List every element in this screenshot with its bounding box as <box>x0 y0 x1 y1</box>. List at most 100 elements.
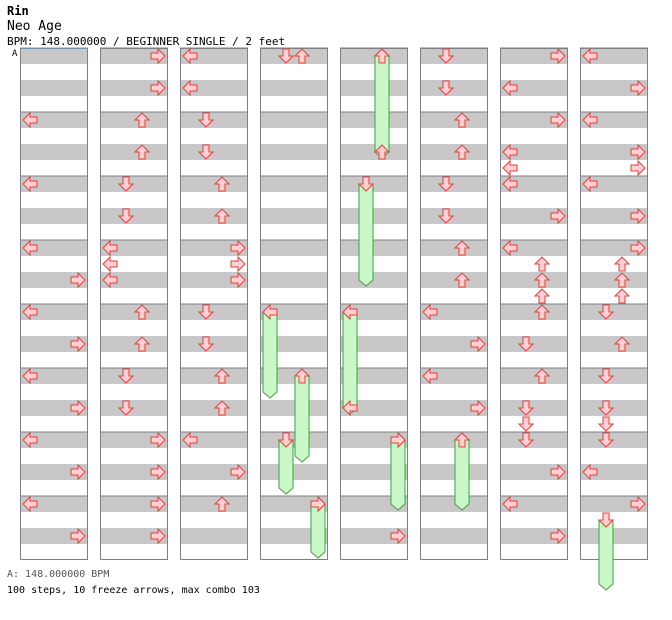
step-right-arrow-icon <box>70 463 86 481</box>
beat-stripe <box>260 400 328 416</box>
beat-stripe <box>20 112 88 128</box>
beat-stripe <box>260 112 328 128</box>
freeze-body <box>278 439 294 495</box>
freeze-head-left-arrow-icon <box>262 303 278 321</box>
beat-stripe <box>340 112 408 128</box>
step-down-arrow-icon <box>597 368 615 384</box>
step-up-arrow-icon <box>453 112 471 128</box>
step-up-arrow-icon <box>213 176 231 192</box>
beat-stripe <box>20 464 88 480</box>
step-down-arrow-icon <box>437 48 455 64</box>
step-up-arrow-icon <box>453 240 471 256</box>
beat-stripe <box>260 80 328 96</box>
step-left-arrow-icon <box>22 111 38 129</box>
step-up-arrow-icon <box>373 48 391 64</box>
step-right-arrow-icon <box>630 207 646 225</box>
beat-stripe <box>580 400 648 416</box>
beat-stripe <box>100 48 168 64</box>
step-left-arrow-icon <box>422 367 438 385</box>
step-right-arrow-icon <box>150 79 166 97</box>
beat-stripe <box>500 400 568 416</box>
freeze-body <box>598 519 614 591</box>
step-up-arrow-icon <box>213 400 231 416</box>
step-right-arrow-icon <box>630 239 646 257</box>
step-right-arrow-icon <box>70 399 86 417</box>
freeze-head-down-arrow-icon <box>357 176 375 192</box>
step-down-arrow-icon <box>117 208 135 224</box>
beat-stripe <box>20 272 88 288</box>
step-up-arrow-icon <box>213 368 231 384</box>
beat-stripe <box>20 240 88 256</box>
step-down-arrow-icon <box>117 400 135 416</box>
beat-stripe <box>180 400 248 416</box>
step-right-arrow-icon <box>630 495 646 513</box>
beat-stripe <box>20 48 88 64</box>
step-up-arrow-icon <box>133 336 151 352</box>
step-left-arrow-icon <box>22 239 38 257</box>
beat-stripe <box>180 432 248 448</box>
beat-stripe <box>580 464 648 480</box>
step-up-arrow-icon <box>453 272 471 288</box>
step-left-arrow-icon <box>582 111 598 129</box>
step-up-arrow-icon <box>613 272 631 288</box>
freeze-body <box>262 311 278 399</box>
step-down-arrow-icon <box>597 416 615 432</box>
beat-stripe <box>260 176 328 192</box>
step-left-arrow-icon <box>102 239 118 257</box>
column-border <box>100 48 168 560</box>
step-up-arrow-icon <box>453 144 471 160</box>
column-border <box>580 48 648 560</box>
step-down-arrow-icon <box>437 176 455 192</box>
step-left-arrow-icon <box>582 175 598 193</box>
beat-stripe <box>500 304 568 320</box>
freeze-arrow <box>293 368 311 463</box>
beat-stripe <box>20 368 88 384</box>
step-right-arrow-icon <box>150 463 166 481</box>
beat-stripe <box>260 432 328 448</box>
freeze-body <box>358 183 374 287</box>
beat-stripe <box>20 176 88 192</box>
step-up-arrow-icon <box>533 304 551 320</box>
step-up-arrow-icon <box>373 144 391 160</box>
step-up-arrow-icon <box>133 144 151 160</box>
step-down-arrow-icon <box>597 400 615 416</box>
beat-stripe <box>420 336 488 352</box>
beat-stripe <box>580 112 648 128</box>
freeze-body <box>342 311 358 415</box>
step-left-arrow-icon <box>422 303 438 321</box>
column-border <box>180 48 248 560</box>
step-right-arrow-icon <box>230 239 246 257</box>
step-left-arrow-icon <box>22 431 38 449</box>
step-down-arrow-icon <box>517 336 535 352</box>
step-left-arrow-icon <box>502 143 518 161</box>
beat-stripe <box>100 528 168 544</box>
step-left-arrow-icon <box>182 79 198 97</box>
beat-stripe <box>580 304 648 320</box>
step-right-arrow-icon <box>630 159 646 177</box>
step-right-arrow-icon <box>230 271 246 289</box>
freeze-body <box>294 375 310 463</box>
step-down-arrow-icon <box>517 400 535 416</box>
beat-stripe <box>500 336 568 352</box>
chart-info: BPM: 148.000000 / BEGINNER SINGLE / 2 fe… <box>7 35 286 48</box>
step-right-arrow-icon <box>630 79 646 97</box>
beat-stripe <box>500 240 568 256</box>
song-artist: Rin <box>7 4 29 18</box>
bpm-markers: A <box>12 47 88 59</box>
beat-stripe <box>500 368 568 384</box>
step-up-arrow-icon <box>293 48 311 64</box>
beat-stripe <box>20 496 88 512</box>
beat-stripe <box>500 464 568 480</box>
step-down-arrow-icon <box>117 176 135 192</box>
step-right-arrow-icon <box>470 399 486 417</box>
step-left-arrow-icon <box>22 175 38 193</box>
beat-stripe <box>100 176 168 192</box>
step-right-arrow-icon <box>230 463 246 481</box>
beat-stripe <box>100 304 168 320</box>
step-right-arrow-icon <box>310 495 326 513</box>
beat-stripe <box>100 432 168 448</box>
step-right-arrow-icon <box>150 495 166 513</box>
beat-stripe <box>260 208 328 224</box>
beat-stripe <box>500 48 568 64</box>
step-right-arrow-icon <box>630 143 646 161</box>
